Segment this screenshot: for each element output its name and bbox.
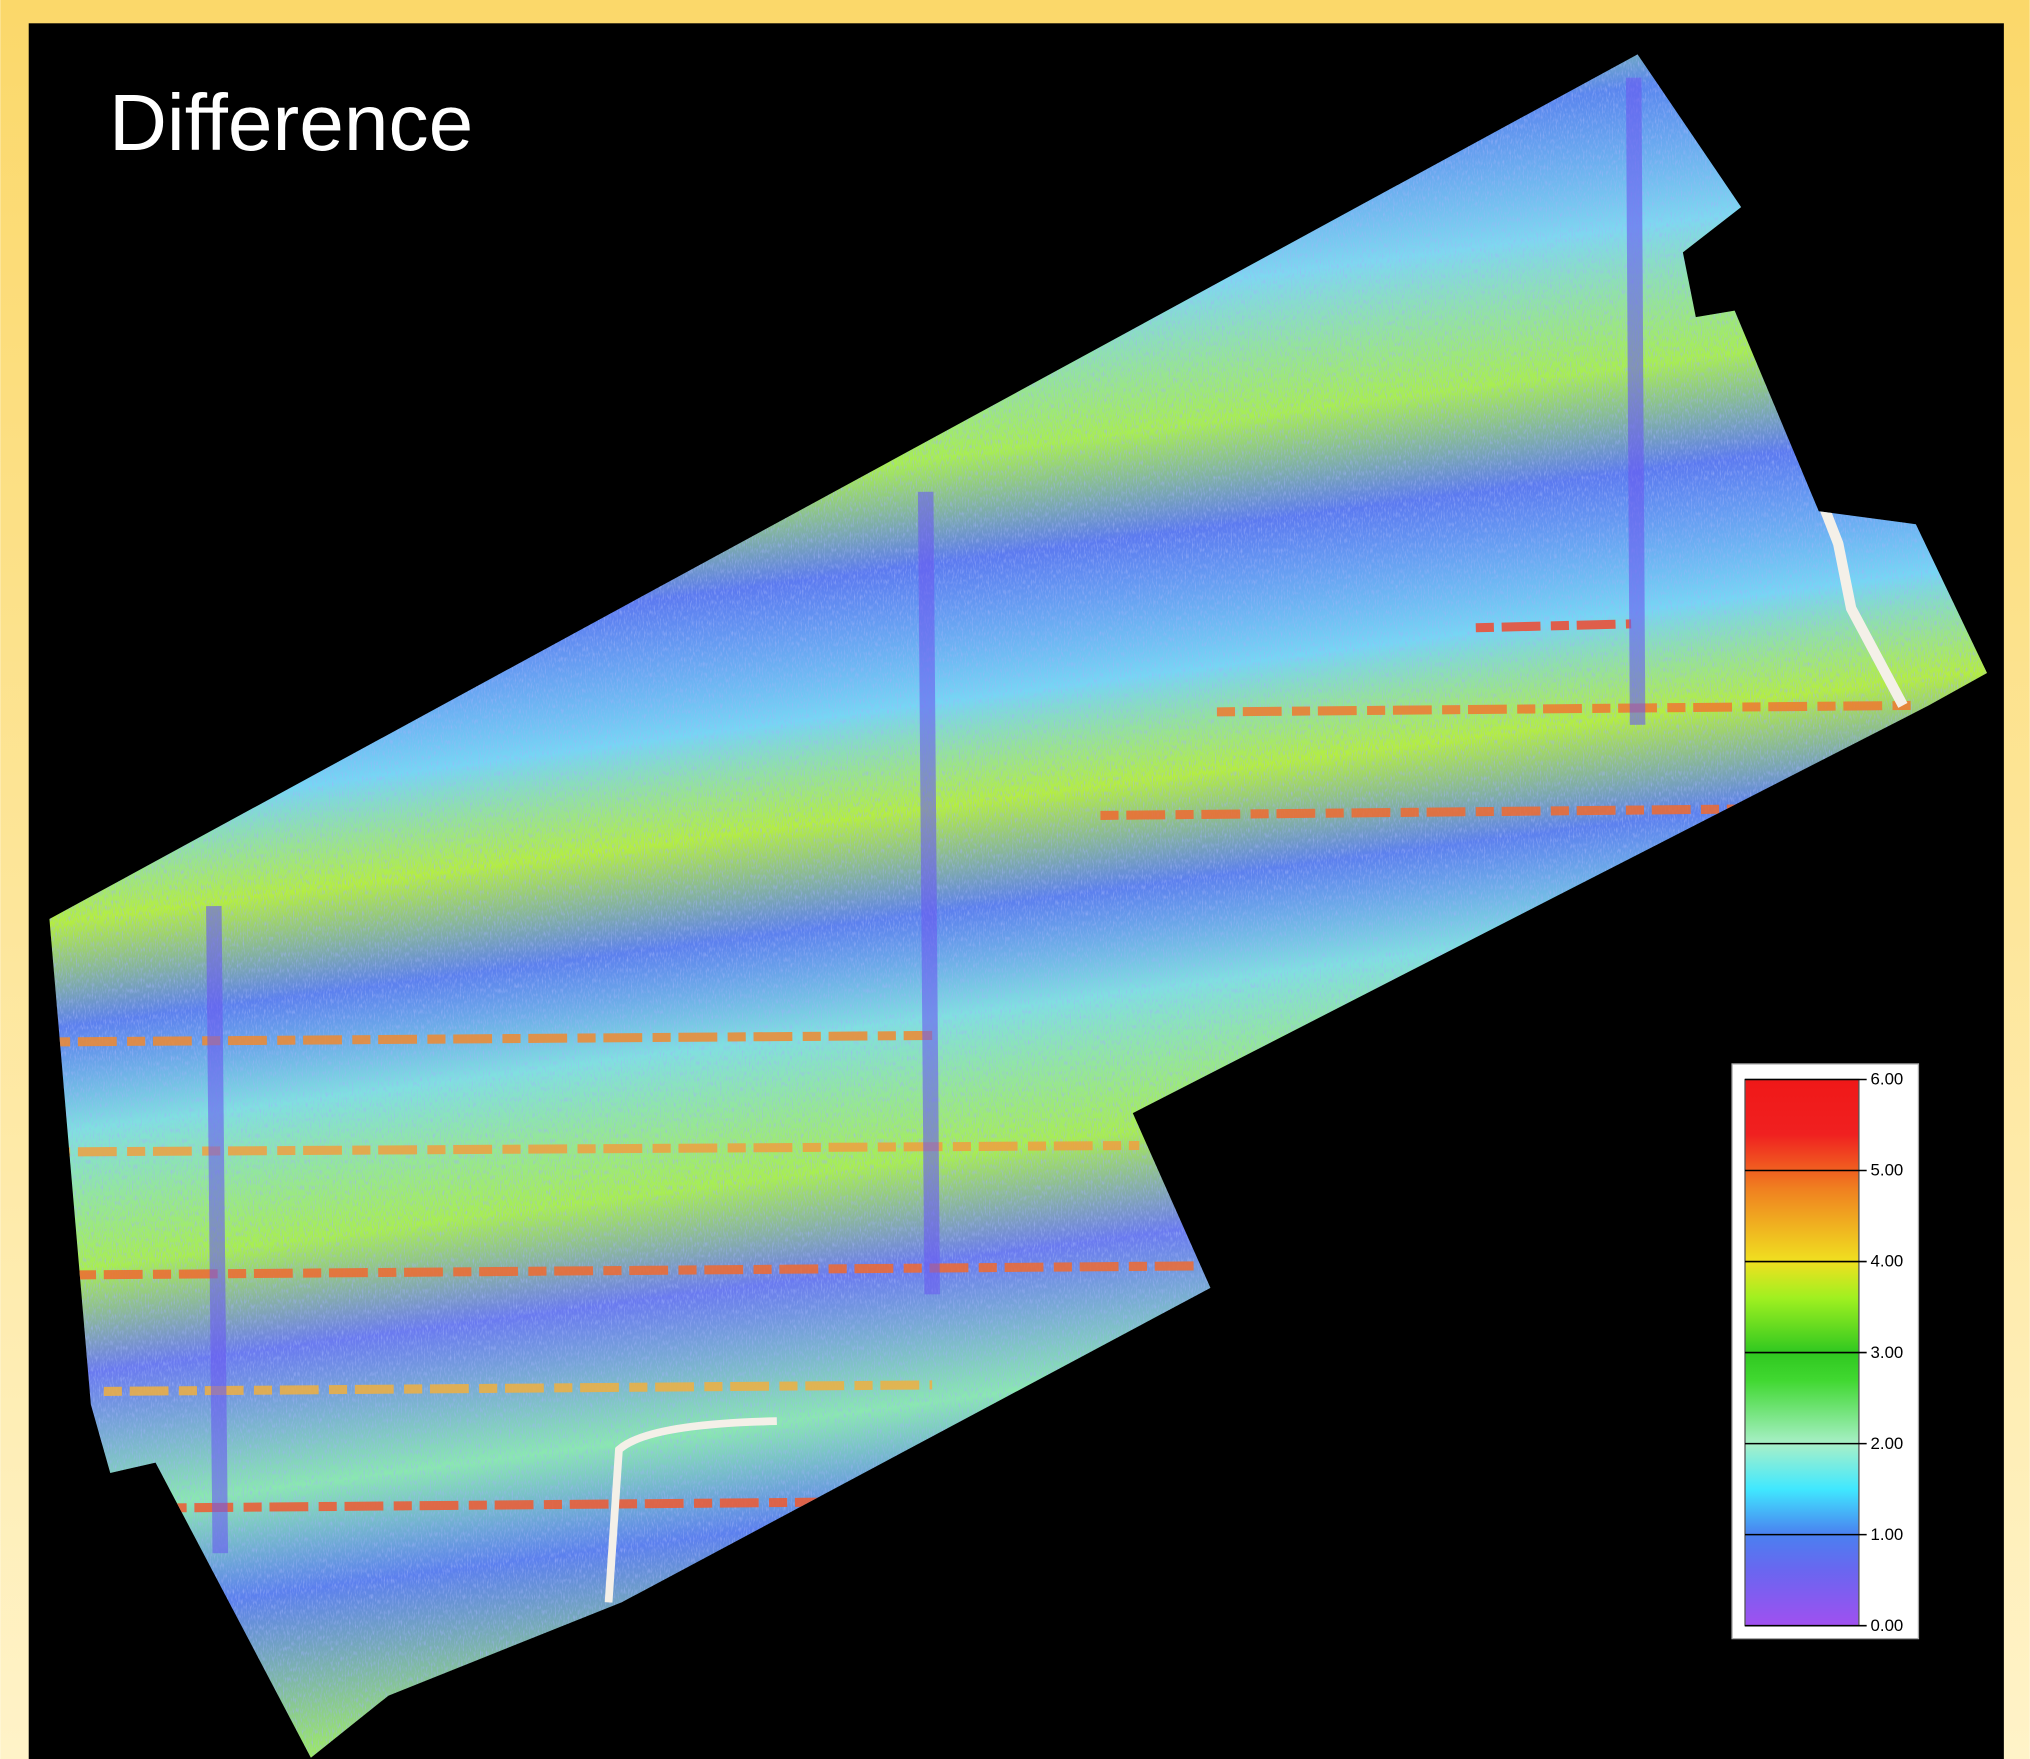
map-figure: Difference 6.00 5.00 4.00 3.00 2.00 1.00 0.00 xyxy=(0,0,2030,1759)
legend: 6.00 5.00 4.00 3.00 2.00 1.00 0.00 xyxy=(1732,1064,1918,1639)
scale-label: 3.00 xyxy=(1871,1343,1904,1362)
scale-label: 6.00 xyxy=(1871,1070,1904,1089)
scale-label: 0.00 xyxy=(1871,1616,1904,1635)
scale-label: 5.00 xyxy=(1871,1161,1904,1180)
scale-label: 1.00 xyxy=(1871,1525,1904,1544)
map-title: Difference xyxy=(109,78,473,168)
scale-label: 2.00 xyxy=(1871,1434,1904,1453)
page: Difference 6.005.004.003.002.001.000.00 … xyxy=(0,0,2030,1759)
scale-label: 4.00 xyxy=(1871,1252,1904,1271)
